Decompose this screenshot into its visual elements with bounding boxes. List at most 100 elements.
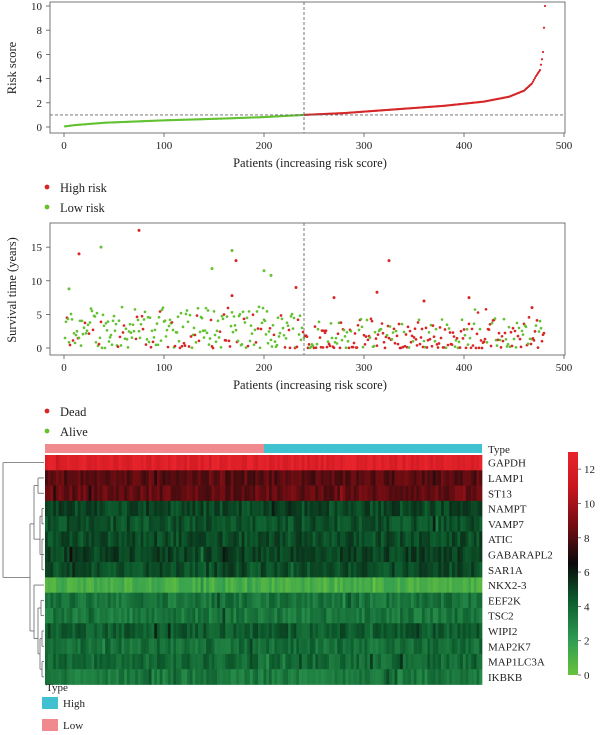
heatmap-cell	[427, 455, 431, 471]
heatmap-cell	[110, 608, 114, 624]
heatmap-cell	[146, 546, 150, 563]
survival-x-axis-label: Patients (increasing risk score)	[233, 378, 387, 392]
heatmap-cell	[53, 470, 57, 486]
heatmap-cell	[307, 546, 311, 563]
heatmap-cell	[178, 531, 182, 548]
heatmap-cell	[271, 546, 275, 563]
heatmap-cell	[416, 669, 420, 685]
survival-point-dead	[542, 331, 546, 335]
heatmap-cell	[419, 455, 423, 471]
heatmap-cell	[430, 608, 434, 624]
heatmap-cell	[45, 500, 49, 517]
survival-point-alive	[300, 326, 304, 330]
heatmap-cell	[105, 562, 109, 578]
survival-point-alive	[232, 315, 236, 318]
heatmap-cell	[274, 516, 278, 532]
heatmap-cell	[58, 592, 62, 609]
heatmap-cell	[211, 577, 215, 594]
survival-point-alive	[517, 326, 521, 330]
heatmap-cell	[178, 669, 182, 685]
heatmap-cell	[274, 653, 278, 670]
heatmap-cell	[359, 577, 363, 594]
heatmap-cell	[55, 608, 59, 624]
heatmap-cell	[154, 638, 158, 655]
heatmap-cell	[96, 669, 100, 685]
heatmap-cell	[132, 516, 136, 532]
heatmap-cell	[299, 470, 303, 486]
heatmap-cell	[323, 623, 327, 639]
heatmap-cell	[178, 577, 182, 594]
heatmap-cell	[367, 455, 371, 471]
heatmap-cell	[187, 455, 191, 471]
heatmap-cell	[312, 623, 316, 639]
heatmap-cell	[438, 577, 442, 594]
heatmap-cell	[91, 623, 95, 639]
heatmap-cell	[135, 546, 139, 563]
heatmap-cell	[214, 531, 218, 548]
heatmap-cell	[473, 638, 477, 655]
heatmap-cell	[118, 577, 122, 594]
survival-point-dead	[476, 311, 480, 314]
heatmap-cell	[350, 669, 354, 685]
heatmap-cell	[400, 470, 404, 486]
heatmap-cell	[312, 470, 316, 486]
heatmap-cell	[113, 546, 117, 563]
heatmap-cell	[454, 577, 458, 594]
heatmap-cell	[66, 546, 70, 563]
heatmap-cell	[419, 669, 423, 685]
survival-point-alive	[202, 336, 206, 339]
heatmap-cell	[263, 485, 267, 502]
heatmap-cell	[249, 546, 253, 563]
heatmap-cell	[129, 546, 133, 563]
heatmap-cell	[189, 500, 193, 517]
heatmap-cell	[386, 653, 390, 670]
heatmap-cell	[299, 638, 303, 655]
heatmap-cell	[165, 638, 169, 655]
heatmap-cell	[69, 653, 73, 670]
heatmap-cell	[162, 470, 166, 486]
heatmap-cell	[181, 669, 185, 685]
heatmap-cell	[116, 562, 120, 578]
heatmap-cell	[312, 669, 316, 685]
heatmap-cell	[66, 470, 70, 486]
heatmap-cell	[94, 455, 98, 471]
heatmap-cell	[293, 669, 297, 685]
heatmap-cell	[263, 500, 267, 517]
heatmap-cell	[247, 653, 251, 670]
heatmap-cell	[83, 470, 87, 486]
heatmap-cell	[132, 669, 136, 685]
heatmap-cell	[405, 562, 409, 578]
heatmap-cell	[296, 669, 300, 685]
survival-point-alive	[454, 339, 458, 342]
heatmap-cell	[370, 500, 374, 517]
survival-point-dead	[251, 313, 255, 317]
survival-point-alive	[465, 327, 469, 331]
survival-point-alive	[349, 329, 353, 333]
heatmap-cell	[200, 485, 204, 502]
survival-point-dead	[397, 322, 401, 326]
heatmap-cell	[64, 623, 68, 639]
heatmap-cell	[468, 485, 472, 502]
heatmap-cell	[99, 500, 103, 517]
heatmap-cell	[380, 562, 385, 578]
heatmap-cell	[263, 455, 267, 471]
heatmap-cell	[137, 623, 141, 639]
heatmap-cell	[435, 485, 439, 502]
heatmap-cell	[53, 592, 57, 609]
heatmap-cell	[113, 592, 117, 609]
survival-point-alive	[278, 331, 282, 335]
survival-point-alive	[379, 327, 383, 331]
survival-point-alive	[343, 335, 347, 338]
gene-label: VAMP7	[488, 519, 524, 531]
heatmap-cell	[69, 500, 73, 517]
heatmap-cell	[408, 455, 412, 471]
heatmap-cell	[454, 531, 458, 548]
heatmap-cell	[219, 531, 223, 548]
heatmap-cell	[353, 592, 357, 609]
heatmap-cell	[200, 638, 204, 655]
survival-point-alive	[231, 330, 235, 334]
heatmap-cell	[151, 592, 155, 609]
heatmap-cell	[211, 608, 215, 624]
heatmap-cell	[217, 455, 221, 471]
survival-point-alive	[229, 324, 233, 328]
